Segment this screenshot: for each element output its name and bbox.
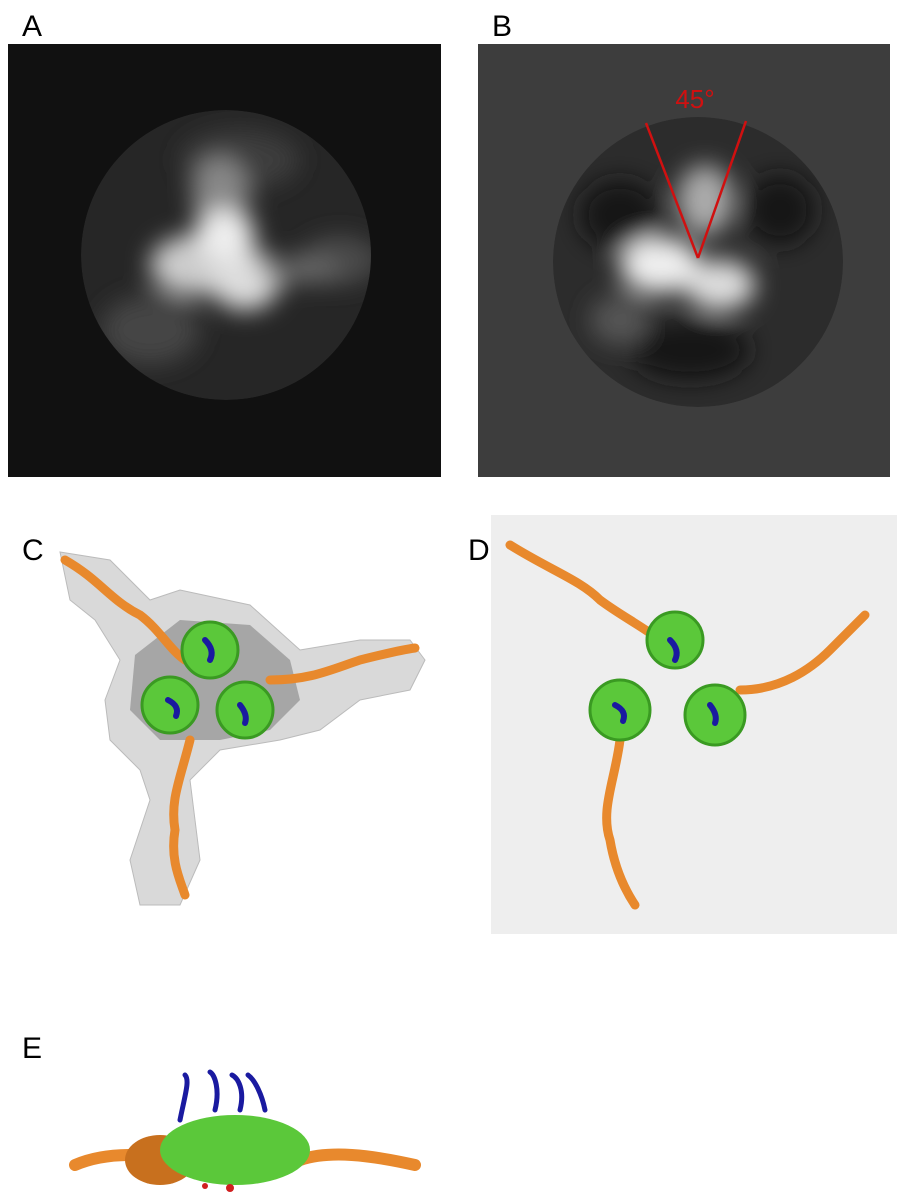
page: {"panels": [{"label": "A"}, {"label": "B… [0,0,898,1197]
figure: A B 45° C [0,0,898,1197]
angle-annotation: 45° [675,84,714,114]
panel-label: A [22,10,42,43]
panel-label: C [22,534,44,567]
panel-label: E [22,1032,42,1065]
em-density-b [553,117,843,407]
panel-label: B [492,10,512,43]
ribbon-model-e [75,1072,415,1192]
panel-label: D [468,534,490,567]
